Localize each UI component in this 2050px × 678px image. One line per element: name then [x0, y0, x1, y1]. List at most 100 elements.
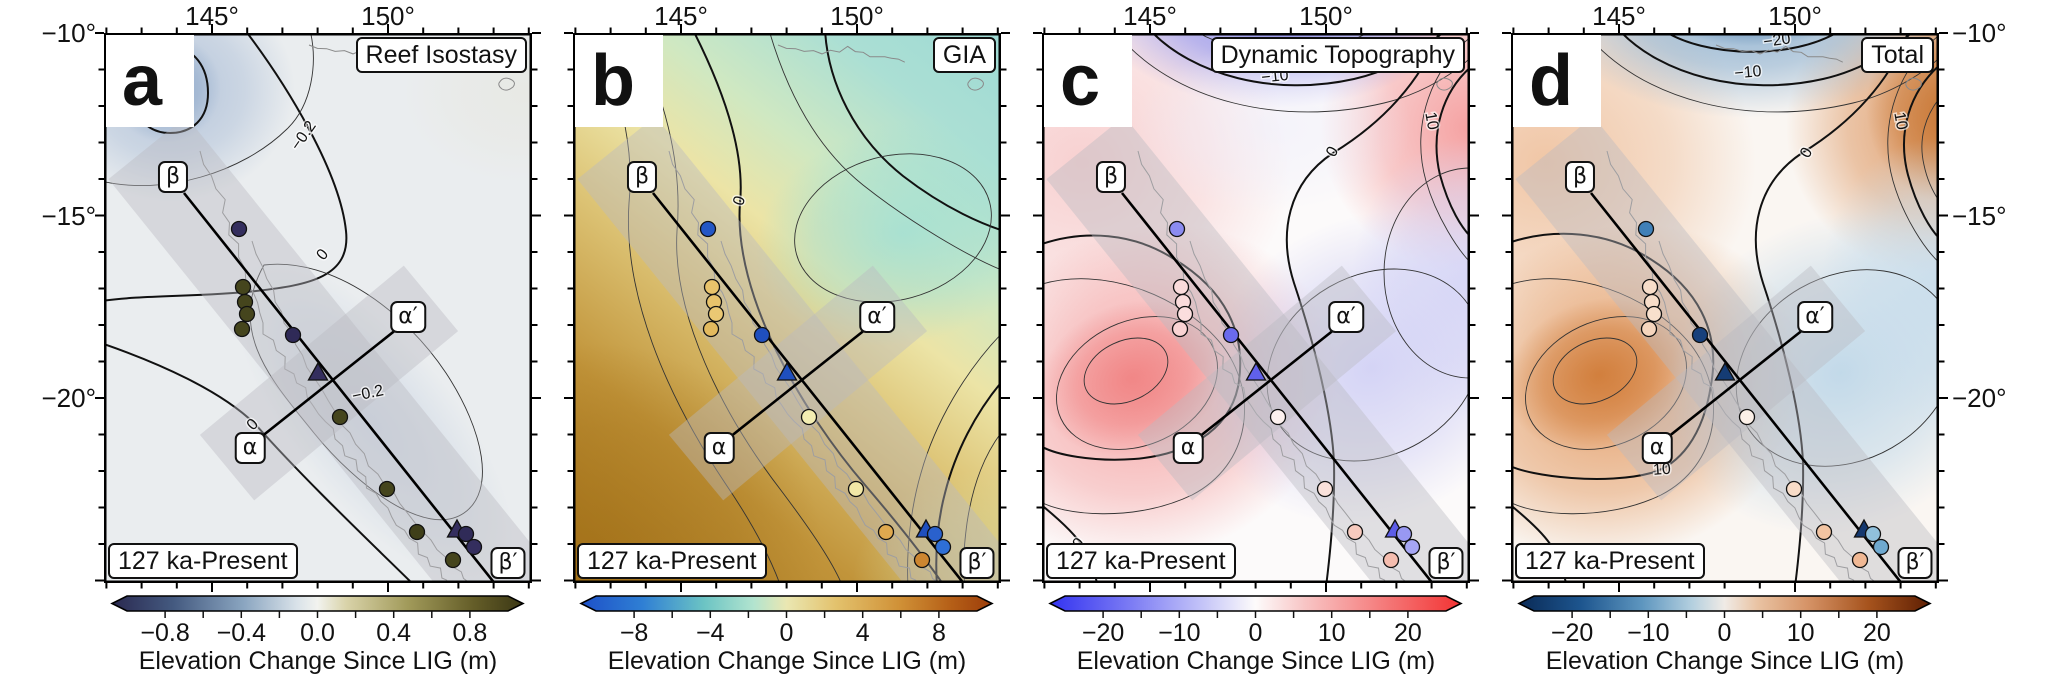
latitude-tick-label-right: −20° [1952, 383, 2007, 413]
site-marker-circle [1222, 326, 1240, 344]
transect-endpoint-alpha: α [1641, 432, 1673, 464]
site-marker-circle [1864, 525, 1882, 543]
site-marker-circle [1269, 408, 1287, 426]
latitude-tick-label-right: −10° [1952, 18, 2007, 48]
contour-lines [1042, 33, 1470, 583]
site-marker-circle [926, 525, 944, 543]
transect-endpoint-beta_prime: β′ [959, 547, 995, 579]
site-marker-triangle [307, 361, 329, 381]
contour-label: 10 [1421, 111, 1441, 132]
colorbar-tick-label: 20 [1393, 619, 1422, 647]
map-panel-d: −20 −10 10 0 10 d Total 127 ka-Present β β′ α α′ [1511, 33, 1939, 583]
colorbar-tick-label: −20 [1550, 619, 1594, 647]
period-label: 127 ka-Present [108, 543, 298, 579]
colorbar-tick-label: −8 [619, 619, 649, 647]
site-marker-circle [230, 220, 248, 238]
colorbar-tick-label: 4 [855, 619, 870, 647]
transect-endpoint-alpha: α [234, 432, 266, 464]
transect-line-beta [651, 192, 966, 583]
site-marker-circle [465, 538, 483, 556]
coastline [668, 44, 984, 583]
site-marker-triangle [776, 361, 798, 381]
transect-lines [1589, 192, 1904, 583]
site-marker-circle [408, 523, 426, 541]
colorbar-tick-label: −10 [1158, 619, 1201, 647]
transect-lines [651, 192, 966, 583]
colorbar-tick-label: 0.8 [452, 619, 488, 647]
site-marker-circle [284, 326, 302, 344]
transect-line-alpha [255, 323, 403, 443]
site-marker-circle [1395, 525, 1413, 543]
site-marker-circle [753, 326, 771, 344]
colorbar-a [110, 595, 525, 618]
coastline [1606, 44, 1922, 583]
data-sites [230, 220, 483, 569]
site-marker-circle [234, 278, 252, 296]
latitude-tick-label-left: −20° [41, 383, 96, 413]
panel-title: Reef Isostasy [355, 37, 527, 73]
map-panel-a: −0.2 0 −0.2 0 a Reef Isostasy 127 ka-Present β β… [104, 33, 532, 583]
contour-label: 10 [1653, 461, 1672, 479]
site-marker-circle [1640, 320, 1658, 338]
transect-line-beta [1120, 192, 1435, 583]
site-marker-circle [1403, 538, 1421, 556]
contour-lines [591, 33, 1001, 583]
site-marker-triangle [1714, 361, 1736, 381]
colorbar-tick-label: 0 [1248, 619, 1263, 647]
site-marker-circle [1171, 320, 1189, 338]
site-marker-circle [1172, 278, 1190, 296]
site-marker-circle [1738, 408, 1756, 426]
colorbar-caption: Elevation Change Since LIG (m) [138, 647, 498, 675]
site-marker-circle [1168, 220, 1186, 238]
transect-endpoint-beta_prime: β′ [490, 547, 526, 579]
panel-letter: c [1044, 35, 1132, 127]
transect-line-beta [182, 192, 497, 583]
site-marker-circle [699, 220, 717, 238]
map-panel-b: 0 b GIA 127 ka-Present β β′ α α′ [573, 33, 1001, 583]
panel-title: GIA [932, 37, 996, 73]
colorbar-tick-label: −0.8 [140, 619, 190, 647]
transect-endpoint-alpha_prime: α′ [1328, 301, 1364, 333]
site-marker-circle [233, 320, 251, 338]
panel-letter: a [106, 35, 194, 127]
site-marker-circle [1785, 480, 1803, 498]
site-marker-circle [1851, 551, 1869, 569]
transect-line-alpha [1193, 323, 1341, 443]
transect-endpoint-alpha_prime: α′ [1797, 301, 1833, 333]
longitude-tick-label: 145° [1123, 1, 1177, 31]
transect-endpoint-beta: β [626, 161, 658, 193]
colorbar-d [1517, 595, 1932, 618]
longitude-tick-label: 145° [1592, 1, 1646, 31]
latitude-tick-label-right: −15° [1952, 200, 2007, 231]
transect-endpoint-beta_prime: β′ [1428, 547, 1464, 579]
longitude-tick-label: 150° [1299, 1, 1353, 31]
site-marker-circle [378, 480, 396, 498]
transect-endpoint-alpha: α [1172, 432, 1204, 464]
colorbar-tick-label: 0.4 [376, 619, 412, 647]
site-marker-circle [1637, 220, 1655, 238]
transect-endpoint-beta: β [157, 161, 189, 193]
transect-lines [1120, 192, 1435, 583]
period-label: 127 ka-Present [1515, 543, 1705, 579]
data-sites [1637, 220, 1890, 569]
longitude-tick-label: 145° [185, 1, 239, 31]
transect-endpoint-beta: β [1095, 161, 1127, 193]
site-marker-circle [934, 538, 952, 556]
site-marker-circle [1176, 305, 1194, 323]
site-marker-circle [702, 320, 720, 338]
site-marker-circle [1641, 278, 1659, 296]
longitude-tick-label: 150° [830, 1, 884, 31]
period-label: 127 ka-Present [577, 543, 767, 579]
site-marker-circle [1316, 480, 1334, 498]
site-marker-circle [457, 525, 475, 543]
latitude-tick-label-left: −10° [41, 18, 96, 48]
colorbar-tick-label: 20 [1862, 619, 1891, 647]
panel-letter: b [575, 35, 663, 127]
colorbar-tick-label: 0 [779, 619, 794, 647]
data-sites [699, 220, 952, 569]
site-marker-circle [800, 408, 818, 426]
colorbar-tick-label: −20 [1081, 619, 1125, 647]
